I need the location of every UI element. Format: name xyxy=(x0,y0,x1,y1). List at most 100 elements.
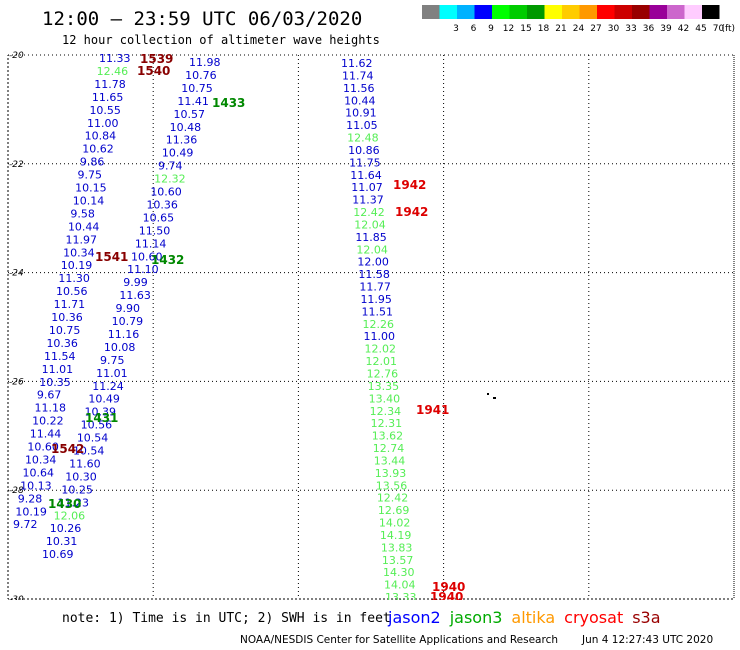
track-a-value: 10.62 xyxy=(82,143,114,156)
y-tick-label: -30 xyxy=(9,595,24,600)
satellite-legend: jason2 jason3 altika cryosat s3a xyxy=(388,608,670,627)
track-a-value: 11.30 xyxy=(58,272,89,285)
track-b-value: 10.48 xyxy=(170,121,202,134)
track-b-value: 10.49 xyxy=(162,147,194,160)
track-c-value: 13.40 xyxy=(369,392,401,405)
track-c-value: 13.83 xyxy=(381,541,413,554)
pass-time-label: 1431 xyxy=(85,411,118,425)
track-b-value: 11.98 xyxy=(189,56,221,69)
track-c-value: 12.76 xyxy=(367,368,399,381)
pass-time-label: 1941 xyxy=(416,403,449,417)
footer-note: note: 1) Time is in UTC; 2) SWH is in fe… xyxy=(62,611,391,626)
track-a-value: 10.22 xyxy=(32,415,64,428)
track-a-value: 10.14 xyxy=(73,194,105,207)
pass-time-label: 1430 xyxy=(48,497,81,511)
track-b-value: 11.10 xyxy=(127,263,158,276)
track-a-value: 10.75 xyxy=(49,324,80,337)
scale-swatch xyxy=(474,5,492,19)
track-b-value: 10.08 xyxy=(104,341,136,354)
track-a-value: 11.78 xyxy=(94,78,126,91)
track-c-value: 11.07 xyxy=(351,181,383,194)
track-c-value: 14.19 xyxy=(380,529,412,542)
track-a-value: 11.97 xyxy=(66,233,98,246)
track-a-value: 10.36 xyxy=(51,311,83,324)
track-c-value: 11.74 xyxy=(342,69,374,82)
y-tick-label: -20 xyxy=(9,51,24,61)
land-speck xyxy=(487,393,489,395)
pass-time-label: 1940 xyxy=(432,580,465,594)
scale-label: 39 xyxy=(660,24,672,34)
satellite-s3a: s3a xyxy=(632,608,661,627)
track-a-value: 11.01 xyxy=(42,363,74,376)
track-b-value: 11.60 xyxy=(69,457,101,470)
track-b-value: 11.01 xyxy=(96,367,128,380)
scale-label: 12 xyxy=(503,24,514,34)
track-a-value: 11.33 xyxy=(99,52,131,65)
track-a-value: 11.00 xyxy=(87,117,119,130)
track-c-value: 11.64 xyxy=(350,169,382,182)
track-c-value: 11.37 xyxy=(352,194,384,207)
scale-label: 33 xyxy=(625,24,636,34)
scale-swatch xyxy=(684,5,702,19)
track-c-value: 12.01 xyxy=(366,355,398,368)
pass-time-label: 1942 xyxy=(395,205,428,219)
scale-swatch xyxy=(614,5,632,19)
track-b-value: 10.65 xyxy=(143,211,175,224)
track-a-value: 10.55 xyxy=(89,104,121,117)
scale-label: 21 xyxy=(555,24,566,34)
scale-unit: (ft) xyxy=(722,24,736,34)
track-c-value: 10.44 xyxy=(344,94,376,107)
y-tick-label: -22 xyxy=(9,160,24,170)
scale-swatch xyxy=(562,5,580,19)
track-b-value: 9.75 xyxy=(100,354,125,367)
track-b-value: 10.30 xyxy=(65,470,97,483)
track-a-value: 11.65 xyxy=(92,91,124,104)
scale-label: 36 xyxy=(643,24,655,34)
track-c-value: 13.56 xyxy=(376,479,408,492)
scale-label: 9 xyxy=(488,24,494,34)
track-a-value: 10.19 xyxy=(61,259,93,272)
satellite-cryosat: cryosat xyxy=(564,608,624,627)
track-b-value: 10.57 xyxy=(174,108,206,121)
track-c-value: 12.42 xyxy=(377,492,409,505)
track-a-value: 10.56 xyxy=(56,285,88,298)
scale-swatch xyxy=(527,5,545,19)
track-a-value: 10.36 xyxy=(46,337,78,350)
pass-time-label: 1433 xyxy=(212,96,245,110)
track-b-value: 10.54 xyxy=(73,445,105,458)
track-b-value: 11.50 xyxy=(139,224,171,237)
track-c-value: 11.51 xyxy=(361,305,393,318)
scale-label: 30 xyxy=(608,24,620,34)
track-c-value: 11.62 xyxy=(341,57,373,70)
track-a-value: 10.60 xyxy=(27,441,59,454)
track-c-value: 13.33 xyxy=(385,591,417,600)
satellite-jason2: jason2 xyxy=(388,608,441,627)
track-a-value: 9.75 xyxy=(78,169,103,182)
scale-swatch xyxy=(439,5,457,19)
track-b-value: 10.76 xyxy=(185,69,217,82)
track-a-value: 9.67 xyxy=(37,389,62,402)
y-tick-label: -24 xyxy=(9,269,24,279)
track-c-value: 13.62 xyxy=(372,430,404,443)
track-b-value: 10.49 xyxy=(88,393,120,406)
scale-label: 70 xyxy=(713,24,725,34)
track-c-value: 12.42 xyxy=(353,206,385,219)
track-b-value: 12.32 xyxy=(154,173,186,186)
track-b-value: 11.16 xyxy=(108,328,139,341)
track-b-value: 10.31 xyxy=(46,535,78,548)
map-subtitle: 12 hour collection of altimeter wave hei… xyxy=(62,33,380,47)
track-c-value: 12.00 xyxy=(357,256,389,269)
track-c-value: 12.34 xyxy=(370,405,402,418)
track-b-value: 10.69 xyxy=(42,548,74,561)
track-b-value: 11.36 xyxy=(166,134,198,147)
track-b-value: 11.63 xyxy=(119,289,151,302)
track-c-value: 13.57 xyxy=(382,554,414,567)
track-a-value: 11.44 xyxy=(30,428,62,441)
track-a-value: 10.84 xyxy=(85,130,117,143)
footer-timestamp: Jun 4 12:27:43 UTC 2020 xyxy=(582,634,714,646)
track-c-value: 13.44 xyxy=(374,454,406,467)
track-b-value: 10.60 xyxy=(131,250,163,263)
track-b-value: 10.54 xyxy=(77,432,109,445)
track-a-value: 10.13 xyxy=(20,479,51,492)
